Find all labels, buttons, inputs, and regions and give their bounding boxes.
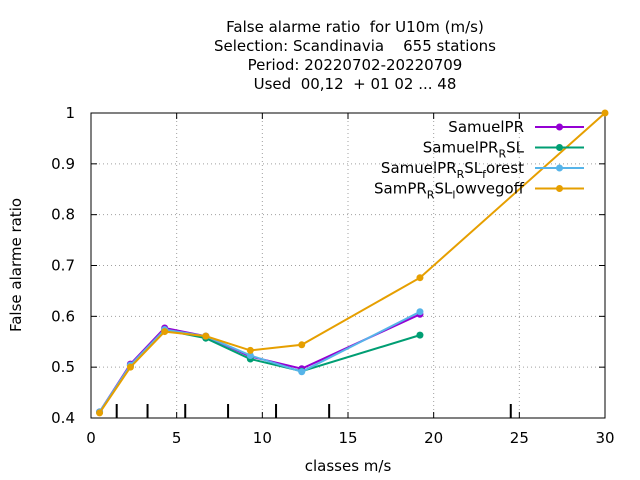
x-axis: 0 5 10 15 20 25 30: [86, 113, 615, 447]
data-point: [601, 109, 609, 117]
legend-swatch-point: [556, 123, 563, 131]
y-tick-label: 0.7: [51, 257, 75, 275]
x-tick-label: 20: [424, 429, 443, 447]
grid: [91, 113, 605, 418]
title-line: False alarme ratio for U10m (m/s): [226, 18, 484, 36]
data-point: [202, 332, 210, 340]
data-point: [126, 363, 134, 371]
data-point: [416, 274, 424, 282]
x-tick-label: 30: [595, 429, 614, 447]
chart-title: False alarme ratio for U10m (m/s)Selecti…: [214, 18, 496, 93]
data-point: [246, 351, 254, 359]
data-point: [298, 368, 306, 376]
legend-entry: SamuelPRRSL: [423, 139, 584, 161]
y-axis-label: False alarme ratio: [7, 198, 25, 332]
legend-label: SamuelPR: [448, 118, 524, 136]
x-tick-label: 0: [86, 429, 96, 447]
series-line: [98, 328, 421, 413]
y-tick-label: 0.9: [51, 155, 75, 173]
x-axis-label: classes m/s: [305, 457, 392, 475]
legend-label: SamPRRSLlowvegoff: [374, 180, 525, 202]
title-line: Used 00,12 + 01 02 ... 48: [254, 75, 457, 93]
legend-swatch-point: [556, 144, 563, 151]
data-point: [416, 308, 424, 316]
legend-swatch-point: [556, 164, 563, 172]
series: [96, 109, 609, 417]
legend-label: SamuelPRRSLforest: [381, 159, 524, 181]
y-tick-label: 0.5: [51, 358, 75, 376]
x-tick-label: 10: [253, 429, 272, 447]
legend: SamuelPR SamuelPRRSLSamuelPRRSLforestSamP…: [374, 118, 584, 202]
y-tick-label: 0.4: [51, 409, 75, 427]
data-point: [298, 341, 306, 349]
data-point: [96, 409, 104, 417]
legend-entry: SamuelPR: [448, 118, 584, 136]
title-line: Selection: Scandinavia 655 stations: [214, 37, 496, 55]
data-point: [416, 331, 424, 339]
legend-swatch-point: [556, 185, 563, 192]
series-line: [98, 112, 606, 414]
series-line: [98, 313, 421, 413]
class-marks: [115, 404, 512, 418]
data-point: [161, 328, 169, 336]
y-axis: 0.4 0.5 0.6 0.7 0.8 0.9 1: [51, 104, 605, 427]
y-tick-label: 0.6: [51, 307, 75, 325]
y-tick-label: 0.8: [51, 206, 75, 224]
data-point: [246, 346, 254, 354]
legend-entry: SamPRRSLlowvegoff: [374, 180, 584, 202]
title-line: Period: 20220702-20220709: [248, 56, 463, 74]
x-tick-label: 15: [338, 429, 357, 447]
legend-entry: SamuelPRRSLforest: [381, 159, 584, 181]
x-tick-label: 5: [172, 429, 182, 447]
x-tick-label: 25: [510, 429, 529, 447]
y-tick-label: 1: [65, 104, 75, 122]
legend-label: SamuelPRRSL: [423, 139, 525, 161]
